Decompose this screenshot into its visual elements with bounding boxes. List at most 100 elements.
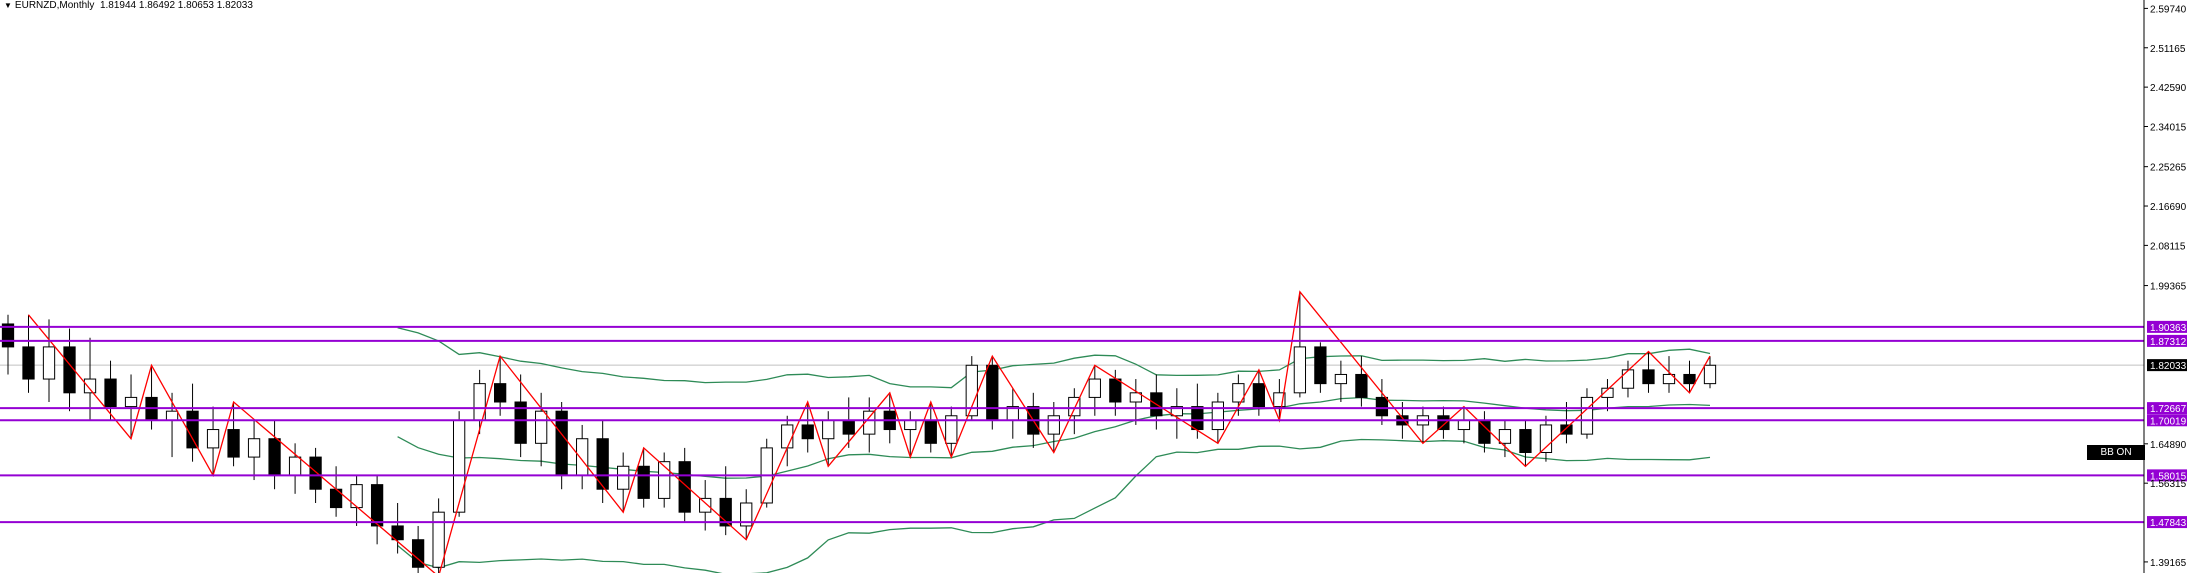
candle-body bbox=[514, 401, 527, 444]
symbol-label: EURNZD,Monthly bbox=[14, 0, 95, 11]
candle-body bbox=[535, 410, 548, 444]
bollinger-lower-band bbox=[397, 438, 1711, 575]
candle-body bbox=[1088, 378, 1101, 398]
candle-body bbox=[842, 419, 855, 435]
candle-body bbox=[678, 461, 691, 513]
level-price-tag bbox=[2147, 516, 2187, 529]
candle-body bbox=[1355, 373, 1368, 398]
candle-body bbox=[124, 396, 138, 408]
candle-body bbox=[1170, 406, 1183, 417]
ohlc-values: 1.81944 1.86492 1.80653 1.82033 bbox=[99, 0, 253, 11]
candle-body bbox=[904, 419, 917, 431]
candle-body bbox=[1232, 383, 1245, 403]
candle-body bbox=[1375, 396, 1389, 417]
candle-body bbox=[350, 484, 363, 509]
candle-body bbox=[1047, 415, 1060, 435]
candle-body bbox=[494, 383, 507, 403]
candle-body bbox=[268, 438, 281, 476]
candlesticks bbox=[1, 291, 1717, 577]
candle-body bbox=[247, 438, 261, 458]
zigzag-line bbox=[27, 290, 1711, 578]
candle-body bbox=[370, 484, 384, 527]
candle-body bbox=[1519, 429, 1532, 453]
candle-body bbox=[22, 346, 35, 380]
candle-body bbox=[658, 461, 671, 499]
level-price-label: 1.90363 bbox=[2150, 323, 2187, 334]
y-tick-label: 1.64890 bbox=[2150, 440, 2187, 451]
candle-body bbox=[1539, 424, 1553, 453]
symbol-header: ▼ EURNZD,Monthly 1.81944 1.86492 1.80653 … bbox=[4, 0, 253, 12]
candle-body bbox=[965, 364, 978, 417]
candle-body bbox=[288, 456, 302, 476]
candle-body bbox=[452, 419, 466, 513]
candle-body bbox=[576, 438, 589, 476]
candle-body bbox=[206, 429, 220, 449]
candle-body bbox=[391, 525, 404, 541]
current-price-label: 1.82033 bbox=[2150, 361, 2187, 372]
candle-body bbox=[1601, 387, 1614, 398]
candle-body bbox=[801, 424, 814, 440]
candle-body bbox=[1662, 373, 1676, 385]
bb-status-badge: BB ON bbox=[2087, 445, 2145, 460]
candle-body bbox=[165, 410, 179, 421]
candle-body bbox=[924, 419, 937, 444]
level-price-tag bbox=[2147, 334, 2187, 347]
candle-body bbox=[1437, 415, 1450, 431]
candle-body bbox=[1211, 401, 1224, 431]
y-tick-label: 2.51165 bbox=[2150, 44, 2186, 55]
candle-body bbox=[1191, 406, 1204, 431]
candle-body bbox=[1273, 392, 1286, 408]
candle-body bbox=[986, 364, 999, 421]
candle-body bbox=[1703, 364, 1717, 385]
level-price-label: 1.72667 bbox=[2150, 404, 2187, 415]
candle-body bbox=[699, 497, 712, 513]
candle-body bbox=[1683, 373, 1696, 385]
candle-body bbox=[1129, 392, 1142, 403]
horizontal-levels[interactable] bbox=[0, 325, 2144, 524]
candle-body bbox=[1580, 396, 1594, 435]
y-tick-label: 2.25265 bbox=[2150, 163, 2187, 174]
candle-body bbox=[63, 346, 76, 394]
candle-body bbox=[1642, 369, 1655, 385]
y-tick-label: 2.59740 bbox=[2150, 4, 2187, 15]
y-tick-label: 1.39165 bbox=[2150, 558, 2187, 569]
candle-body bbox=[740, 502, 753, 527]
candle-body bbox=[1560, 424, 1573, 435]
candle-body bbox=[596, 438, 609, 490]
level-price-label: 1.87312 bbox=[2150, 337, 2187, 348]
level-price-label: 1.70019 bbox=[2150, 416, 2187, 427]
candle-body bbox=[1621, 369, 1635, 389]
level-price-tag bbox=[2147, 402, 2187, 415]
candle-body bbox=[781, 424, 794, 449]
candle-body bbox=[83, 378, 97, 394]
y-tick-label: 2.34015 bbox=[2150, 122, 2187, 133]
level-price-label: 1.58015 bbox=[2150, 471, 2187, 482]
candle-body bbox=[822, 419, 835, 440]
candle-body bbox=[945, 415, 958, 444]
candle-body bbox=[42, 346, 56, 380]
bollinger-upper-band bbox=[397, 327, 1711, 389]
candle-body bbox=[1457, 419, 1471, 431]
y-tick-label: 2.42590 bbox=[2150, 83, 2187, 94]
y-tick-label: 2.16690 bbox=[2150, 202, 2187, 213]
y-tick-label: 1.56315 bbox=[2150, 479, 2187, 490]
candle-body bbox=[227, 429, 240, 458]
candle-body bbox=[186, 410, 199, 449]
candle-body bbox=[1, 323, 15, 348]
candle-body bbox=[1498, 429, 1512, 444]
level-price-tag bbox=[2147, 320, 2187, 333]
candle-body bbox=[1252, 383, 1266, 408]
candle-body bbox=[863, 410, 876, 435]
candle-body bbox=[1478, 419, 1491, 444]
candle-body bbox=[104, 378, 117, 408]
candle-body bbox=[1068, 396, 1081, 417]
current-price-tag bbox=[2147, 359, 2187, 372]
candle-body bbox=[1293, 346, 1307, 394]
candle-body bbox=[719, 497, 732, 527]
y-tick-label: 2.08115 bbox=[2150, 241, 2186, 252]
dropdown-triangle-icon[interactable]: ▼ bbox=[4, 1, 12, 10]
candle-body bbox=[637, 465, 650, 499]
